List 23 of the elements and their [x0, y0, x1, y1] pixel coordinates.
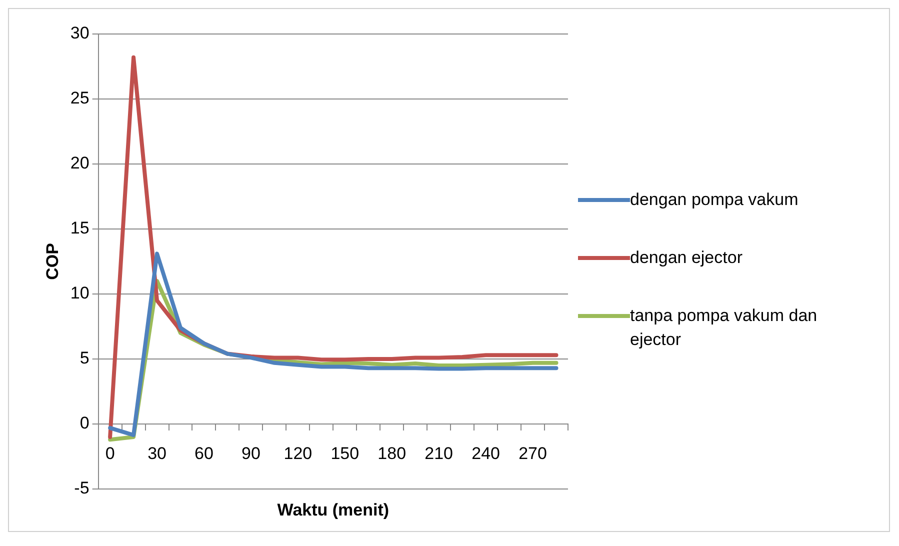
y-tick-label: 20 [70, 154, 90, 173]
legend-label: tanpa pompa vakum dan ejector [630, 305, 818, 351]
x-tick-label: 240 [472, 444, 500, 463]
x-tick-label: 150 [330, 444, 360, 463]
x-tick-label: 60 [194, 444, 214, 463]
y-axis-title: COP [42, 243, 62, 280]
legend-label: dengan ejector [630, 247, 744, 269]
x-axis-title: Waktu (menit) [277, 500, 390, 520]
y-tick-label: 0 [80, 414, 90, 433]
x-tick-label: 30 [148, 444, 166, 463]
x-tick-label: 90 [242, 444, 260, 463]
y-tick-label: 10 [70, 284, 90, 303]
y-tick-label: -5 [74, 478, 90, 498]
legend-label: dengan pompa vakum [630, 189, 800, 211]
y-tick-label: 30 [70, 24, 90, 43]
x-tick-label: 120 [284, 444, 312, 463]
x-tick-label: 270 [518, 444, 547, 463]
y-tick-label: 25 [70, 88, 90, 108]
x-tick-label: 210 [424, 444, 454, 463]
y-tick-label: 5 [80, 348, 90, 368]
x-tick-label: 180 [378, 444, 406, 463]
y-tick-label: 15 [70, 218, 90, 238]
x-tick-label: 0 [105, 444, 115, 463]
